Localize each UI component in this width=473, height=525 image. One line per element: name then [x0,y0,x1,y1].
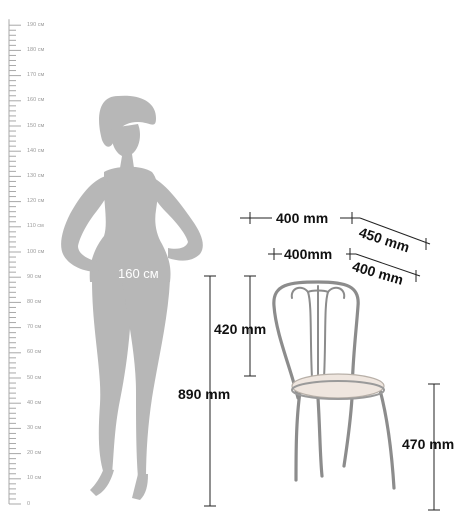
ruler-tick-label: 0 [27,500,31,507]
ruler-ticks [8,19,21,505]
ruler-tick-label: 180 см [27,46,45,53]
back-height-label: 420 mm [214,321,267,337]
seat-width-label: 400mm [284,246,333,262]
back-width-label: 400 mm [276,210,329,226]
ruler-tick-label: 20 см [27,450,42,457]
ruler-tick-label: 60 см [27,349,42,356]
seat-height-label: 470 mm [402,436,455,452]
ruler-tick-label: 120 см [27,198,45,205]
ruler-tick-label: 160 см [27,97,45,104]
ruler-tick-label: 150 см [27,122,45,129]
ruler-tick-label: 110 см [27,223,44,230]
ruler-tick-label: 50 см [27,374,42,381]
ruler-tick-label: 40 см [27,399,42,406]
ruler-tick-label: 190 см [27,21,45,28]
ruler-tick-label: 30 см [27,424,42,431]
total-height-label: 890 mm [178,386,231,402]
ruler-tick-label: 70 см [27,324,42,331]
ruler-tick-label: 10 см [27,475,42,482]
ruler-tick-label: 90 см [27,273,42,280]
figure-height-label: 160 см [118,266,159,281]
ruler-tick-label: 140 см [27,147,45,154]
ruler-tick-label: 100 см [27,248,45,255]
ruler-tick-label: 130 см [27,172,45,179]
ruler-tick-label: 80 см [27,298,42,305]
ruler-tick-label: 170 см [27,72,45,79]
